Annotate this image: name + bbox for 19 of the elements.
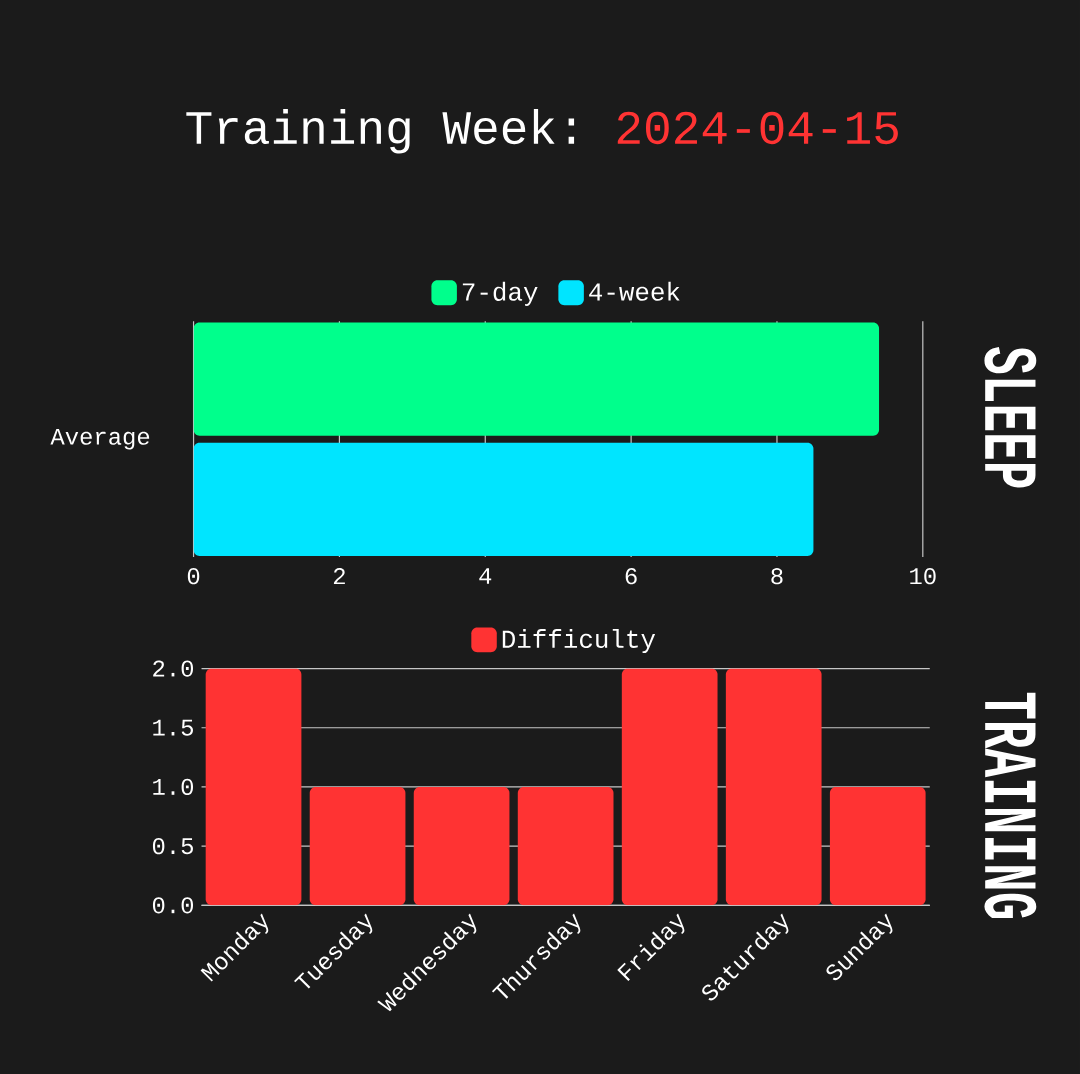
x-tick-label: 6 — [625, 567, 637, 585]
chart-subtitle: 2024-04-15 — [617, 111, 898, 144]
y-tick-label: 2.0 — [153, 660, 194, 677]
x-tick-label: 8 — [771, 567, 783, 585]
legend-label: 4-week — [589, 281, 680, 301]
y-tick-label: 0.5 — [152, 837, 193, 854]
x-tick-label: 4 — [479, 567, 492, 584]
chart-title: Training Week: — [186, 108, 575, 154]
y-tick-label: 1.0 — [153, 778, 194, 795]
x-tick-label: 2 — [333, 567, 345, 584]
y-tick-label: 1.5 — [153, 719, 193, 736]
y-tick-label: Average — [50, 428, 150, 450]
y-tick-label: 0.0 — [152, 897, 194, 914]
x-tick-label: 10 — [910, 567, 936, 585]
legend-label: Difficulty — [502, 628, 656, 653]
legend-label: 7-day — [462, 281, 538, 306]
text: SLEEP — [984, 346, 1037, 488]
text: TRAINING — [984, 692, 1037, 918]
x-tick-label: 0 — [187, 567, 200, 585]
